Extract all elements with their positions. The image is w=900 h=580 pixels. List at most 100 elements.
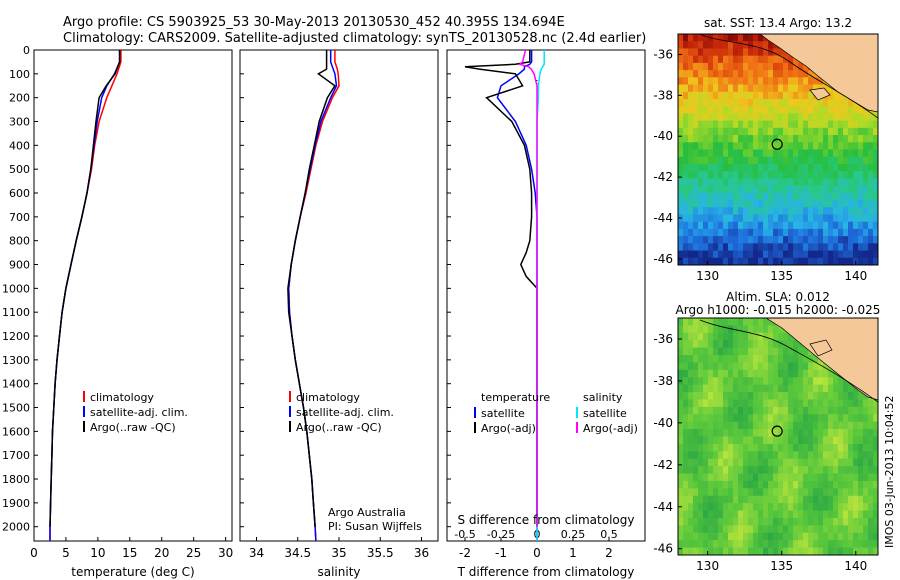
heatmap-cell xyxy=(788,495,794,504)
heatmap-cell xyxy=(823,421,829,430)
heatmap-cell xyxy=(833,429,839,438)
heatmap-cell xyxy=(743,503,749,512)
heatmap-cell xyxy=(763,178,769,187)
heatmap-cell xyxy=(843,466,849,475)
heatmap-cell xyxy=(768,257,774,265)
heatmap-cell xyxy=(708,369,714,378)
heatmap-cell xyxy=(798,228,804,237)
heatmap-cell xyxy=(853,532,859,541)
heatmap-cell xyxy=(778,355,784,364)
heatmap-cell xyxy=(723,70,729,78)
heatmap-cell xyxy=(868,171,874,179)
heatmap-cell xyxy=(723,510,729,519)
heatmap-cell xyxy=(773,120,779,129)
heatmap-cell xyxy=(848,178,854,187)
heatmap-cell xyxy=(678,163,684,172)
heatmap-cell xyxy=(843,540,849,549)
heatmap-cell xyxy=(728,318,734,327)
heatmap-cell xyxy=(713,142,719,151)
heatmap-cell xyxy=(703,332,709,341)
heatmap-cell xyxy=(868,429,874,438)
heatmap-cell xyxy=(823,540,829,549)
heatmap-cell xyxy=(718,488,724,497)
heatmap-cell xyxy=(828,257,834,265)
heatmap-cell xyxy=(728,106,734,115)
heatmap-cell xyxy=(763,257,769,265)
heatmap-cell xyxy=(818,414,824,423)
heatmap-cell xyxy=(733,156,739,165)
heatmap-cell xyxy=(828,436,834,445)
heatmap-cell xyxy=(873,127,878,136)
heatmap-cell xyxy=(758,429,764,438)
heatmap-cell xyxy=(683,70,689,78)
heatmap-cell xyxy=(683,163,689,172)
heatmap-cell xyxy=(788,392,794,401)
heatmap-cell xyxy=(818,243,824,252)
heatmap-cell xyxy=(688,384,694,393)
heatmap-cell xyxy=(873,443,878,452)
heatmap-cell xyxy=(693,325,699,334)
heatmap-cell xyxy=(848,421,854,430)
heatmap-cell xyxy=(813,207,819,216)
heatmap-cell xyxy=(703,113,709,122)
heatmap-cell xyxy=(718,510,724,519)
heatmap-cell xyxy=(813,443,819,452)
heatmap-cell xyxy=(808,503,814,512)
heatmap-cell xyxy=(768,384,774,393)
heatmap-cell xyxy=(848,149,854,158)
heatmap-cell xyxy=(708,436,714,445)
heatmap-cell xyxy=(793,473,799,482)
heatmap-cell xyxy=(713,503,719,512)
heatmap-cell xyxy=(833,406,839,415)
heatmap-cell xyxy=(778,185,784,194)
heatmap-cell xyxy=(848,384,854,393)
heatmap-cell xyxy=(688,192,694,201)
heatmap-cell xyxy=(873,185,878,194)
heatmap-cell xyxy=(758,91,764,100)
heatmap-cell xyxy=(693,185,699,194)
heatmap-cell xyxy=(873,113,878,122)
heatmap-cell xyxy=(688,221,694,230)
heatmap-cell xyxy=(783,77,789,86)
heatmap-cell xyxy=(838,540,844,549)
heatmap-cell xyxy=(848,488,854,497)
heatmap-cell xyxy=(753,414,759,423)
heatmap-cell xyxy=(693,91,699,100)
heatmap-cell xyxy=(858,214,864,223)
heatmap-cell xyxy=(688,510,694,519)
heatmap-cell xyxy=(723,540,729,549)
heatmap-cell xyxy=(713,540,719,549)
heatmap-cell xyxy=(703,163,709,172)
heatmap-cell xyxy=(803,377,809,386)
heatmap-cell xyxy=(798,547,804,555)
heatmap-cell xyxy=(803,228,809,237)
heatmap-cell xyxy=(693,399,699,408)
heatmap-cell xyxy=(688,178,694,187)
heatmap-cell xyxy=(853,495,859,504)
heatmap-cell xyxy=(838,495,844,504)
heatmap-cell xyxy=(683,55,689,64)
heatmap-cell xyxy=(768,532,774,541)
heatmap-cell xyxy=(773,62,779,71)
heatmap-cell xyxy=(718,55,724,64)
heatmap-cell xyxy=(868,480,874,489)
heatmap-cell xyxy=(768,98,774,107)
heatmap-cell xyxy=(873,488,878,497)
heatmap-cell xyxy=(738,120,744,129)
heatmap-cell xyxy=(853,163,859,172)
heatmap-cell xyxy=(828,243,834,252)
heatmap-cell xyxy=(808,207,814,216)
heatmap-cell xyxy=(738,77,744,86)
heatmap-cell xyxy=(793,458,799,467)
heatmap-cell xyxy=(723,318,729,327)
heatmap-cell xyxy=(778,532,784,541)
heatmap-cell xyxy=(683,120,689,129)
heatmap-cell xyxy=(743,62,749,71)
heatmap-cell xyxy=(713,149,719,158)
heatmap-cell xyxy=(818,540,824,549)
heatmap-cell xyxy=(773,142,779,151)
heatmap-cell xyxy=(688,48,694,57)
heatmap-cell xyxy=(873,207,878,216)
heatmap-cell xyxy=(803,369,809,378)
x-tick-label: -2 xyxy=(459,546,471,560)
